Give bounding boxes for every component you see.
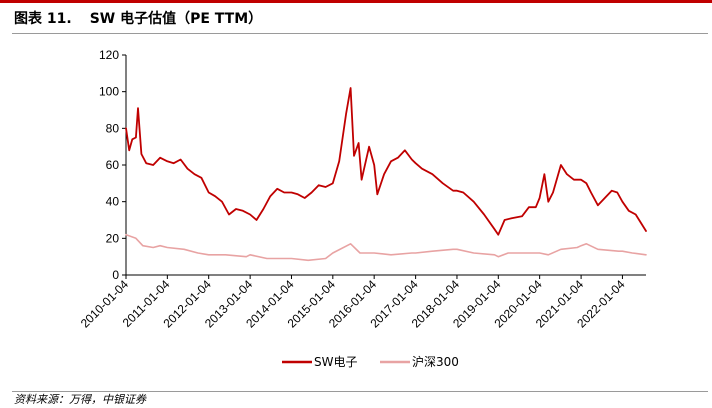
chart-legend: SW电子 沪深300 — [282, 355, 459, 369]
title-divider — [12, 33, 708, 34]
source-divider — [12, 391, 708, 392]
source-note: 资料来源：万得，中银证券 — [14, 393, 146, 406]
chart-axes: 0204060801001202010-01-042011-01-042012-… — [78, 48, 646, 331]
figure-title-row: 图表 11. SW 电子估值（PE TTM） — [14, 8, 262, 30]
series-line-csi300 — [125, 233, 647, 262]
figure-label: 图表 11. — [14, 11, 72, 27]
y-tick-label: 120 — [99, 48, 119, 62]
legend-label-csi300: 沪深300 — [412, 355, 459, 369]
y-tick-label: 80 — [106, 121, 120, 135]
y-tick-label: 40 — [106, 195, 120, 209]
series-line-sw-electronics — [125, 87, 647, 236]
y-tick-label: 0 — [112, 268, 119, 282]
y-tick-label: 60 — [106, 158, 120, 172]
legend-label-sw-electronics: SW电子 — [314, 355, 357, 369]
top-accent-rule — [0, 0, 712, 3]
y-tick-label: 20 — [106, 231, 120, 245]
y-tick-label: 100 — [99, 85, 119, 99]
pe-ttm-line-chart: 0204060801001202010-01-042011-01-042012-… — [78, 48, 647, 369]
chart-series-layer — [125, 87, 647, 262]
figure-title: SW 电子估值（PE TTM） — [89, 11, 263, 27]
